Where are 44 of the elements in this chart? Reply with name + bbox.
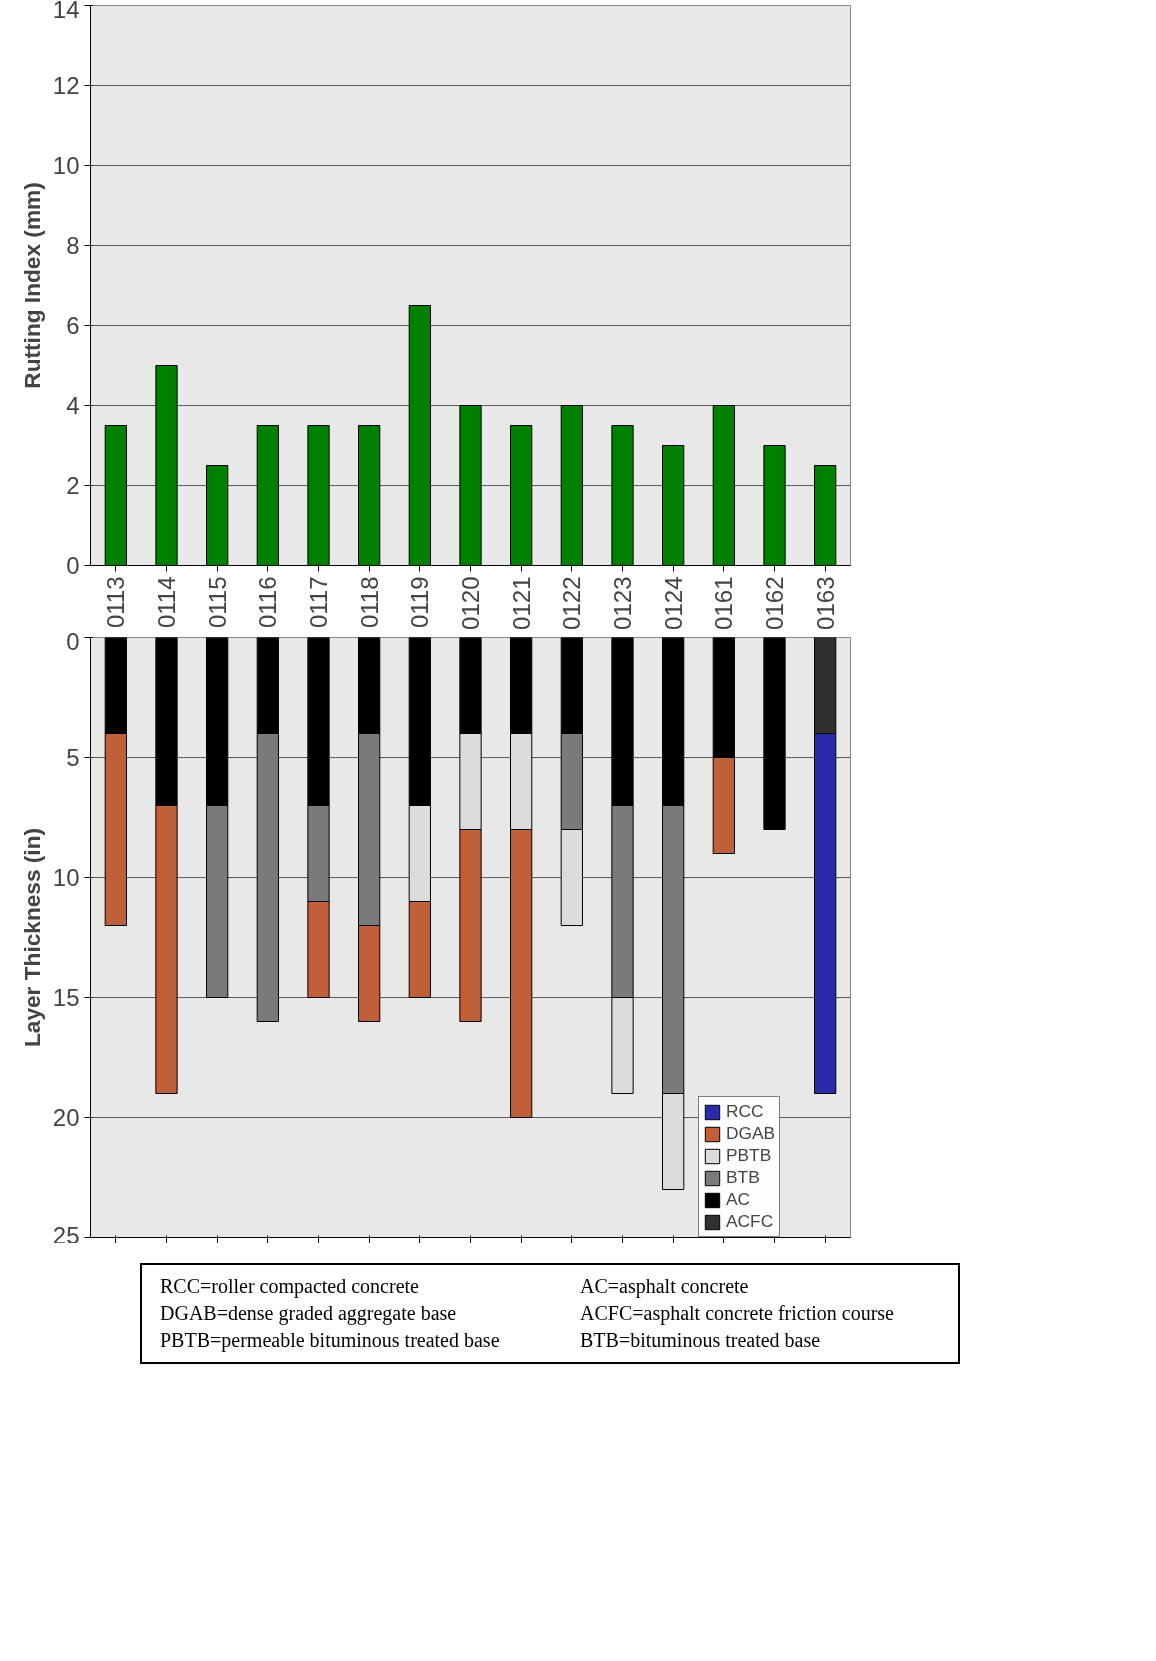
y-tick-label: 5 — [66, 744, 80, 771]
y-tick-label: 15 — [52, 984, 80, 1011]
legend-label: RCC — [726, 1101, 764, 1122]
text: RCC=roller compacted concrete — [160, 1274, 420, 1300]
y-tick-label: 0 — [66, 552, 80, 579]
y-tick-label: 6 — [66, 312, 80, 339]
x-tick-label: 0116 — [254, 576, 282, 629]
legend-label: ACFC — [726, 1211, 774, 1232]
legend-label: AC — [726, 1189, 751, 1210]
x-tick-label: 0118 — [355, 576, 383, 629]
legend-label: BTB — [726, 1167, 760, 1188]
legend-label: PBTB — [726, 1145, 772, 1166]
bar — [763, 637, 786, 830]
y-tick-label: 8 — [66, 232, 80, 259]
x-tick-label: 0162 — [761, 576, 788, 630]
y-tick-label: 10 — [52, 864, 80, 891]
x-tick-label: 0161 — [710, 576, 738, 630]
x-tick-label: 0119 — [406, 576, 434, 629]
y-axis-title: Layer Thickness (in) — [18, 827, 45, 1048]
y-axis-title: Rutting Index (mm) — [18, 182, 45, 389]
x-tick-label: 0124 — [659, 576, 687, 630]
legend-label: DGAB — [726, 1123, 776, 1144]
y-tick-label: 10 — [52, 152, 80, 179]
y-tick-label: 14 — [52, 0, 80, 23]
x-tick-label: 0113 — [102, 576, 130, 629]
x-tick-label: 0114 — [153, 576, 180, 629]
y-tick-label: 0 — [66, 627, 80, 655]
y-tick-label: 2 — [66, 472, 80, 499]
x-tick-label: 0163 — [811, 576, 839, 630]
y-tick-label: 12 — [52, 72, 80, 99]
x-tick-label: 0123 — [609, 576, 636, 630]
x-tick-label: 0121 — [507, 576, 535, 630]
text: PBTB=permeable bituminous treated base — [160, 1328, 501, 1354]
y-tick-label: 20 — [52, 1104, 80, 1131]
x-tick-label: 0122 — [558, 576, 586, 630]
x-tick-label: 0120 — [457, 576, 484, 630]
text: BTB=bituminous treated base — [580, 1328, 822, 1353]
text: AC=asphalt concrete — [580, 1274, 750, 1300]
x-tick-label: 0115 — [203, 576, 231, 629]
y-tick-label: 4 — [66, 392, 80, 419]
x-tick-label: 0117 — [305, 576, 332, 629]
text: DGAB=dense graded aggregate base — [160, 1301, 458, 1327]
y-tick-label: 25 — [52, 1221, 80, 1249]
text: ACFC=asphalt concrete friction course — [580, 1301, 895, 1327]
